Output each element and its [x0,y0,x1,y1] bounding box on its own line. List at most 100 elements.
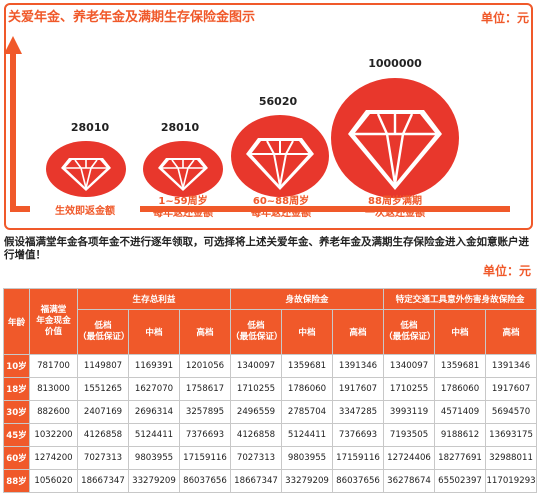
amount-4: 1000000 [368,57,422,70]
diamond-icon-large [331,78,459,198]
cell-death-high: 86037656 [332,469,385,493]
table-row: 10岁 781700 1149807 1169391 1201056 1340097 135… [3,354,538,378]
cell-death-mid: 33279209 [281,469,334,493]
header-mid: 中档 [434,309,487,355]
header-cash-value: 福满堂 年金现金 价值 [29,288,78,355]
cell-total-mid: 33279209 [128,469,180,493]
cell-accident-high: 32988011 [485,446,538,470]
cell-total-mid: 9803955 [128,446,180,470]
cell-accident-high: 13693175 [485,423,538,447]
cell-age: 60岁 [3,446,30,470]
cell-total-high: 1758617 [178,377,232,401]
table-row: 60岁 1274200 7027313 9803955 17159116 7027313 9… [3,446,538,470]
cell-death-high: 7376693 [332,423,385,447]
cell-cash-value: 813000 [29,377,78,401]
header-high: 高档 [178,309,232,355]
header-mid: 中档 [128,309,180,355]
cell-total-low: 7027313 [77,446,129,470]
cell-death-mid: 5124411 [281,423,334,447]
header-death-benefit: 身故保险金 [230,288,385,310]
cell-accident-low: 3993119 [383,400,436,424]
cell-total-mid: 2696314 [128,400,180,424]
cell-age: 88岁 [3,469,30,493]
cell-death-low: 4126858 [230,423,283,447]
cell-total-low: 1149807 [77,354,129,378]
amount-2: 28010 [160,121,200,134]
header-low: 低档 （最低保证） [383,309,436,355]
header-low: 低档 （最低保证） [77,309,130,355]
amount-1: 28010 [70,121,110,134]
arrow-head-icon [4,36,22,54]
diamond-icon-small-1 [46,141,126,197]
cell-age: 18岁 [3,377,30,401]
unit-label-top: 单位：元 [480,11,529,25]
illustration-title: 关爱年金、养老年金及满期生存保险金图示 [8,10,256,25]
cell-total-low: 2407169 [77,400,129,424]
cell-total-high: 86037656 [178,469,232,493]
cell-cash-value: 1274200 [29,446,78,470]
cell-accident-low: 7193505 [383,423,436,447]
cell-total-high: 1201056 [178,354,232,378]
cell-death-high: 1391346 [332,354,385,378]
cell-death-mid: 2785704 [281,400,334,424]
cell-accident-high: 5694570 [485,400,538,424]
cell-death-mid: 1786060 [281,377,334,401]
cell-total-low: 4126858 [77,423,129,447]
note-text: 假设福满堂年金各项年金不进行逐年领取，可选择将上述关爱年金、养老年金及满期生存保… [4,236,529,261]
cell-death-high: 17159116 [332,446,385,470]
cell-accident-mid: 18277691 [434,446,487,470]
cell-cash-value: 1056020 [29,469,78,493]
cell-accident-mid: 65502397 [434,469,487,493]
vertical-axis-arrow [10,52,16,212]
header-total-benefit: 生存总利益 [76,288,232,310]
table-row: 30岁 882600 2407169 2696314 3257895 2496559 278… [3,400,538,424]
cell-total-high: 7376693 [178,423,232,447]
header-mid: 中档 [281,309,334,355]
cell-cash-value: 781700 [29,354,78,378]
cell-accident-low: 1710255 [383,377,436,401]
cell-death-low: 2496559 [230,400,283,424]
cell-accident-mid: 9188612 [434,423,487,447]
cell-accident-low: 36278674 [383,469,436,493]
cell-total-high: 17159116 [178,446,232,470]
caption-3: 60~88周岁 每年返还金额 [251,196,311,219]
table-row: 18岁 813000 1551265 1627070 1758617 1710255 178… [3,377,538,401]
cell-age: 45岁 [3,423,30,447]
cell-accident-mid: 1786060 [434,377,487,401]
cell-total-mid: 5124411 [128,423,180,447]
cell-death-high: 3347285 [332,400,385,424]
cell-accident-low: 12724406 [383,446,436,470]
cell-age: 10岁 [3,354,30,378]
diamond-icon-small-2 [143,141,223,197]
unit-label-table: 单位：元 [482,264,531,278]
cell-death-mid: 9803955 [281,446,334,470]
diamond-icon-medium [231,115,329,197]
header-accident-benefit: 特定交通工具意外伤害身故保险金 [383,288,538,310]
header-age: 年龄 [3,288,30,355]
cell-death-low: 18667347 [230,469,283,493]
cell-death-mid: 1359681 [281,354,334,378]
cell-accident-high: 1917607 [485,377,538,401]
caption-1: 生效即返金额 [30,206,140,218]
cell-accident-high: 117019293 [485,469,538,493]
table-row: 88岁 1056020 18667347 33279209 86037656 186673… [3,469,538,493]
header-high: 高档 [332,309,385,355]
cell-cash-value: 882600 [29,400,78,424]
header-high: 高档 [485,309,538,355]
cell-total-mid: 1627070 [128,377,180,401]
cell-death-low: 7027313 [230,446,283,470]
caption-2: 1~59周岁 每年返还金额 [153,196,213,219]
cell-death-low: 1340097 [230,354,283,378]
cell-accident-mid: 4571409 [434,400,487,424]
cell-age: 30岁 [3,400,30,424]
cell-death-low: 1710255 [230,377,283,401]
cell-total-mid: 1169391 [128,354,180,378]
horizontal-axis-arrow [10,206,510,212]
cell-accident-mid: 1359681 [434,354,487,378]
cell-accident-low: 1340097 [383,354,436,378]
cell-total-low: 1551265 [77,377,129,401]
benefit-table: 年龄 福满堂 年金现金 价值 生存总利益 身故保险金 特定交通工具意外伤害身故保… [3,288,538,493]
caption-4: 88周岁满期 一次返还金额 [365,196,425,219]
amount-3: 56020 [258,95,298,108]
table-row: 45岁 1032200 4126858 5124411 7376693 4126858 51… [3,423,538,447]
